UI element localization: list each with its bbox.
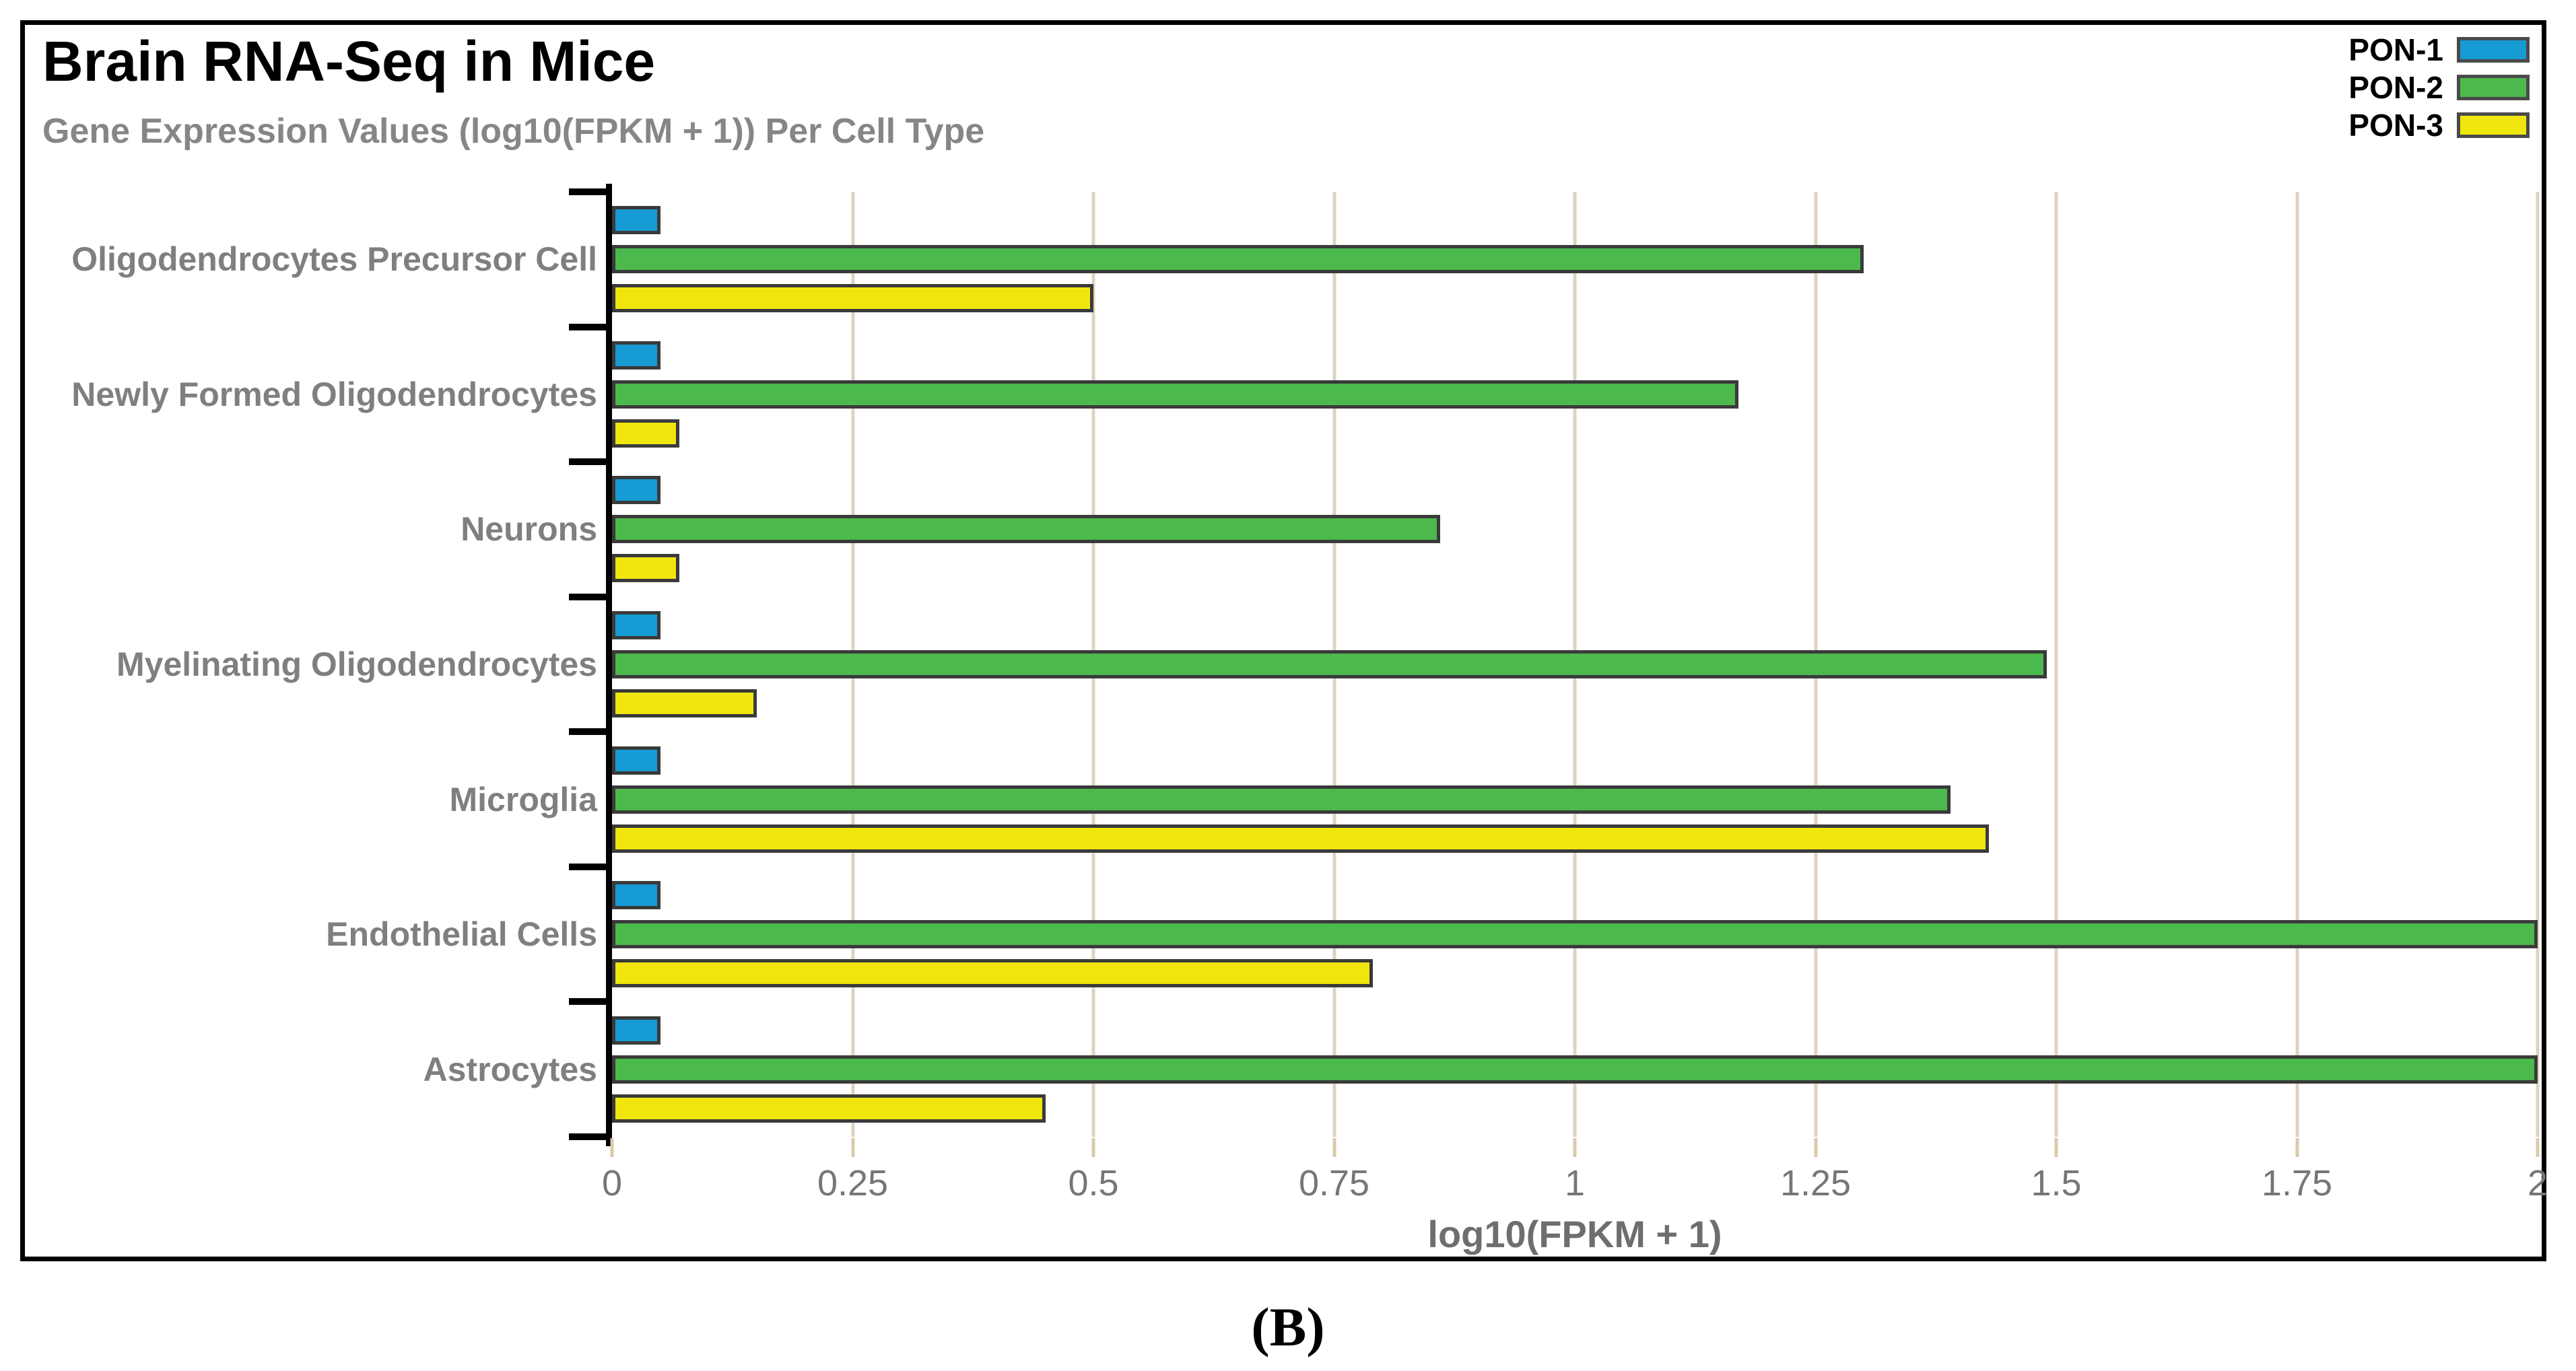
category-label: Myelinating Oligodendrocytes: [116, 645, 597, 684]
x-tick-mark: [610, 1138, 614, 1157]
bar-pon-1: [612, 476, 660, 505]
x-tick-mark: [2054, 1138, 2058, 1157]
x-tick-label: 2: [2527, 1163, 2548, 1203]
x-tick-mark: [1091, 1138, 1095, 1157]
category-label: Oligodendrocytes Precursor Cell: [71, 240, 597, 279]
y-axis-tick: [569, 323, 607, 330]
x-tick-mark: [2295, 1138, 2299, 1157]
chart-title: Brain RNA-Seq in Mice: [42, 30, 656, 93]
panel-label: (B): [1251, 1296, 1325, 1358]
x-tick-mark: [851, 1138, 854, 1157]
gridline: [2054, 192, 2058, 1137]
x-tick-label: 1: [1564, 1163, 1586, 1203]
bar-pon-2: [612, 1055, 2538, 1084]
legend-item: PON-3: [2348, 110, 2530, 141]
x-tick-mark: [1814, 1138, 1817, 1157]
category-row: Astrocytes: [423, 1001, 2538, 1137]
y-axis-line: [606, 184, 612, 1146]
y-axis-tick: [569, 998, 607, 1006]
legend-item: PON-1: [2348, 34, 2530, 65]
bar-pon-2: [612, 515, 1440, 544]
x-tick-label: 0.25: [817, 1163, 889, 1203]
bar-pon-1: [612, 1016, 660, 1045]
plot-area: Oligodendrocytes Precursor Cell Newly For…: [71, 184, 2540, 1146]
x-tick-label: 0.5: [1068, 1163, 1119, 1203]
bar-pon-3: [612, 419, 680, 448]
chart-subtitle: Gene Expression Values (log10(FPKM + 1))…: [42, 112, 985, 151]
bar-pon-2: [612, 650, 2047, 679]
category-label: Microglia: [449, 780, 597, 818]
legend-swatch: [2457, 37, 2530, 63]
bar-pon-1: [612, 611, 660, 640]
bar-pon-1: [612, 746, 660, 775]
x-tick-label: 1.75: [2261, 1163, 2333, 1203]
bar-pon-1: [612, 341, 660, 370]
bar-rows: Oligodendrocytes Precursor Cell Newly For…: [71, 192, 2538, 1137]
legend-item: PON-2: [2348, 72, 2530, 103]
legend-label: PON-3: [2348, 108, 2443, 143]
bar-pon-2: [612, 920, 2538, 949]
bar-pon-1: [612, 881, 660, 910]
bar-pon-3: [612, 689, 757, 718]
legend-swatch: [2457, 112, 2530, 138]
category-label: Neurons: [461, 510, 597, 549]
y-axis-tick: [569, 728, 607, 736]
bar-pon-3: [612, 284, 1093, 313]
x-tick-label: 0: [601, 1163, 623, 1203]
y-axis-tick: [569, 458, 607, 466]
category-label: Astrocytes: [423, 1050, 597, 1088]
y-axis-tick: [569, 593, 607, 600]
x-axis-title: log10(FPKM + 1): [1427, 1213, 1722, 1255]
y-axis-tick: [569, 863, 607, 870]
bar-pon-3: [612, 824, 1989, 853]
category-row: Myelinating Oligodendrocytes: [116, 597, 2538, 732]
bar-pon-3: [612, 554, 680, 583]
legend-label: PON-1: [2348, 32, 2443, 67]
bar-pon-3: [612, 959, 1373, 988]
bar-pon-2: [612, 380, 1739, 409]
bar-pon-1: [612, 206, 660, 235]
x-tick-mark: [2536, 1138, 2540, 1157]
x-tick-label: 1.5: [2031, 1163, 2082, 1203]
gridline: [2295, 192, 2299, 1137]
category-row: Newly Formed Oligodendrocytes: [71, 327, 2538, 462]
x-tick-mark: [1573, 1138, 1577, 1157]
bar-pon-2: [612, 785, 1951, 814]
category-row: Endothelial Cells: [326, 867, 2538, 1002]
chart-figure: Brain RNA-Seq in Mice Gene Expression Va…: [20, 20, 2548, 1261]
category-row: Neurons: [461, 462, 2538, 597]
category-row: Microglia: [450, 732, 2538, 867]
y-axis-tick: [569, 188, 607, 195]
category-label: Newly Formed Oligodendrocytes: [71, 375, 597, 413]
gridline: [2536, 192, 2540, 1137]
category-label: Endothelial Cells: [326, 915, 597, 954]
bar-pon-2: [612, 245, 1864, 274]
x-tick-label: 1.25: [1780, 1163, 1852, 1203]
bar-pon-3: [612, 1094, 1046, 1123]
x-tick-mark: [1332, 1138, 1336, 1157]
legend: PON-1 PON-2 PON-3: [2348, 34, 2530, 141]
category-row: Oligodendrocytes Precursor Cell: [71, 192, 2538, 327]
x-axis: 0 0.25 0.5 0.75 1 1.25 1.5 1.75 2: [602, 1138, 2548, 1246]
y-axis-tick: [569, 1133, 607, 1140]
legend-label: PON-2: [2348, 70, 2443, 105]
legend-swatch: [2457, 75, 2530, 100]
x-tick-label: 0.75: [1298, 1163, 1370, 1203]
